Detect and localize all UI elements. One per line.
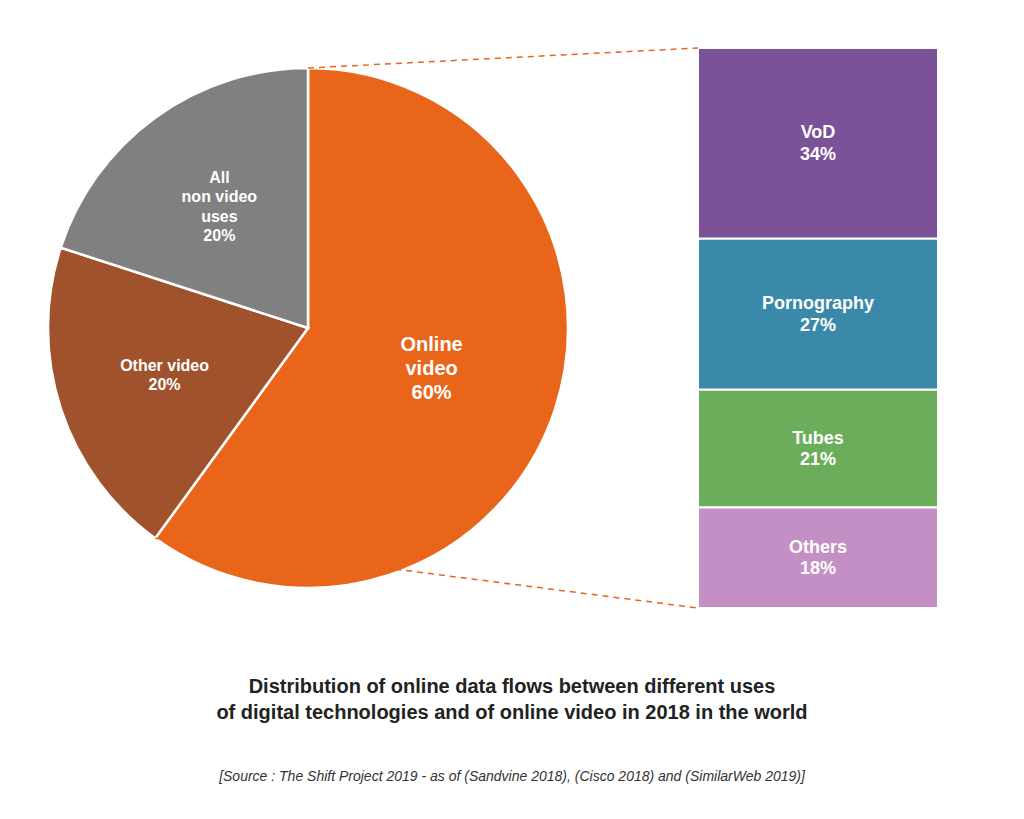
svg-text:VoD34%: VoD34% bbox=[800, 122, 836, 164]
html-text:[Source : The Shift Project 20: [Source : The Shift Project 2019 - as of… bbox=[219, 768, 805, 784]
svg-text:Pornography27%: Pornography27% bbox=[762, 293, 874, 335]
html-text:Distribution of online data fl: Distribution of online data flows betwee… bbox=[216, 675, 808, 723]
svg-text:Onlinevideo60%: Onlinevideo60% bbox=[401, 333, 463, 403]
svg-text:Tubes21%: Tubes21% bbox=[792, 428, 844, 470]
svg-text:Allnon videouses20%: Allnon videouses20% bbox=[182, 169, 258, 244]
svg-text:Other video20%: Other video20% bbox=[120, 356, 209, 392]
svg-text:Others18%: Others18% bbox=[789, 537, 847, 579]
